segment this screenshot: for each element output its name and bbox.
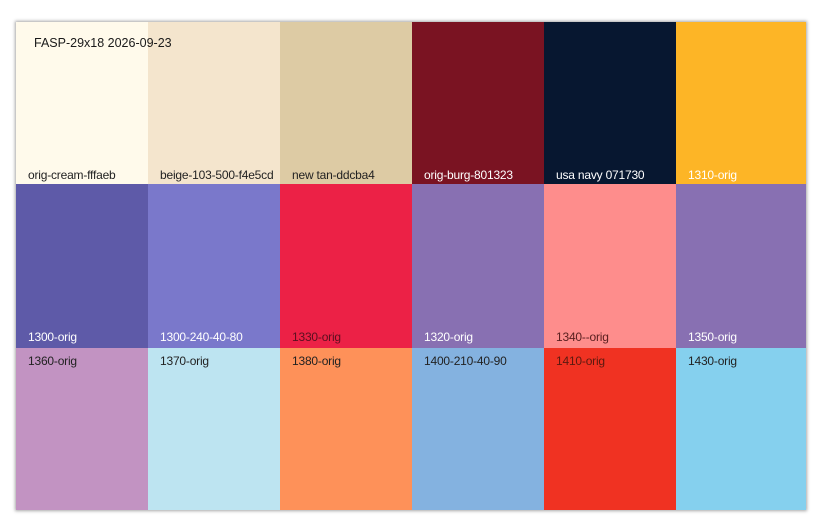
color-swatch: 1330-orig <box>280 184 412 348</box>
color-swatch: 1310-orig <box>676 22 806 184</box>
swatch-label: orig-cream-fffaeb <box>28 168 116 182</box>
swatch-label: 1410-orig <box>556 354 605 368</box>
swatch-label: 1380-orig <box>292 354 341 368</box>
swatch-label: 1320-orig <box>424 330 473 344</box>
swatch-grid: orig-cream-fffaeb beige-103-500-f4e5cd new… <box>16 22 806 510</box>
swatch-label: 1300-orig <box>28 330 77 344</box>
color-swatch: 1300-orig <box>16 184 148 348</box>
color-swatch: 1360-orig <box>16 348 148 510</box>
color-swatch: 1300-240-40-80 <box>148 184 280 348</box>
color-swatch: 1380-orig <box>280 348 412 510</box>
color-swatch: 1320-orig <box>412 184 544 348</box>
swatch-label: 1430-orig <box>688 354 737 368</box>
color-swatch: beige-103-500-f4e5cd <box>148 22 280 184</box>
color-swatch: 1400-210-40-90 <box>412 348 544 510</box>
color-swatch: new tan-ddcba4 <box>280 22 412 184</box>
swatch-label: 1360-orig <box>28 354 77 368</box>
swatch-label: 1300-240-40-80 <box>160 330 243 344</box>
color-swatch: orig-burg-801323 <box>412 22 544 184</box>
swatch-label: 1330-orig <box>292 330 341 344</box>
swatch-label: usa navy 071730 <box>556 168 645 182</box>
swatch-label: beige-103-500-f4e5cd <box>160 168 274 182</box>
color-swatch: 1350-orig <box>676 184 806 348</box>
color-swatch: 1370-orig <box>148 348 280 510</box>
color-swatch-sheet: orig-cream-fffaeb beige-103-500-f4e5cd new… <box>16 22 806 510</box>
swatch-label: 1340--orig <box>556 330 609 344</box>
swatch-label: orig-burg-801323 <box>424 168 513 182</box>
swatch-label: new tan-ddcba4 <box>292 168 375 182</box>
color-swatch: usa navy 071730 <box>544 22 676 184</box>
swatch-label: 1370-orig <box>160 354 209 368</box>
swatch-label: 1310-orig <box>688 168 737 182</box>
swatch-label: 1350-orig <box>688 330 737 344</box>
swatch-label: 1400-210-40-90 <box>424 354 507 368</box>
color-swatch: orig-cream-fffaeb <box>16 22 148 184</box>
color-swatch: 1410-orig <box>544 348 676 510</box>
color-swatch: 1340--orig <box>544 184 676 348</box>
color-swatch: 1430-orig <box>676 348 806 510</box>
sheet-title: FASP-29x18 2026-09-23 <box>34 36 172 50</box>
